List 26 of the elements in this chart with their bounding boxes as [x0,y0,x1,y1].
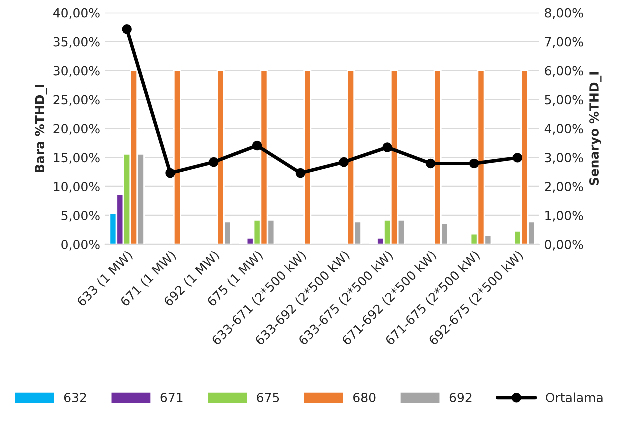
y-tick-label: 35,00% [54,37,100,48]
y2-tick-label: 1,00% [546,211,584,222]
y2-axis-title: Senaryo %THD_I [590,72,602,186]
y-axis-title: Bara %THD_I [35,85,48,172]
legend-label: 680 [354,393,376,402]
y2-tick-label: 6,00% [545,66,584,77]
legend-label: 675 [257,393,280,402]
y2-tick-label: 2,00% [545,182,584,193]
y2-tick-label: 8,00% [545,8,584,20]
y2-tick-label: 4,00% [544,124,584,135]
legend-label: 632 [64,393,86,402]
y-tick-label: 5,00% [62,211,100,222]
legend-label: Ortalama [546,392,603,402]
y-tick-label: 20,00% [54,124,100,135]
y2-tick-label: 7,00% [545,37,584,48]
legend-label: 692 [450,393,472,402]
y-tick-label: 15,00% [54,153,100,164]
y2-tick-label: 0,00% [545,240,584,251]
y2-tick-label: 3,00% [545,153,584,164]
y-tick-label: 30,00% [54,66,100,77]
legend-label: 671 [160,393,183,402]
y2-tick-label: 5,00% [545,95,584,106]
y-tick-label: 0,00% [62,240,100,251]
y-tick-label: 40,00% [53,8,100,20]
y-tick-label: 25,00% [54,95,100,106]
y-tick-label: 10,00% [54,182,100,193]
